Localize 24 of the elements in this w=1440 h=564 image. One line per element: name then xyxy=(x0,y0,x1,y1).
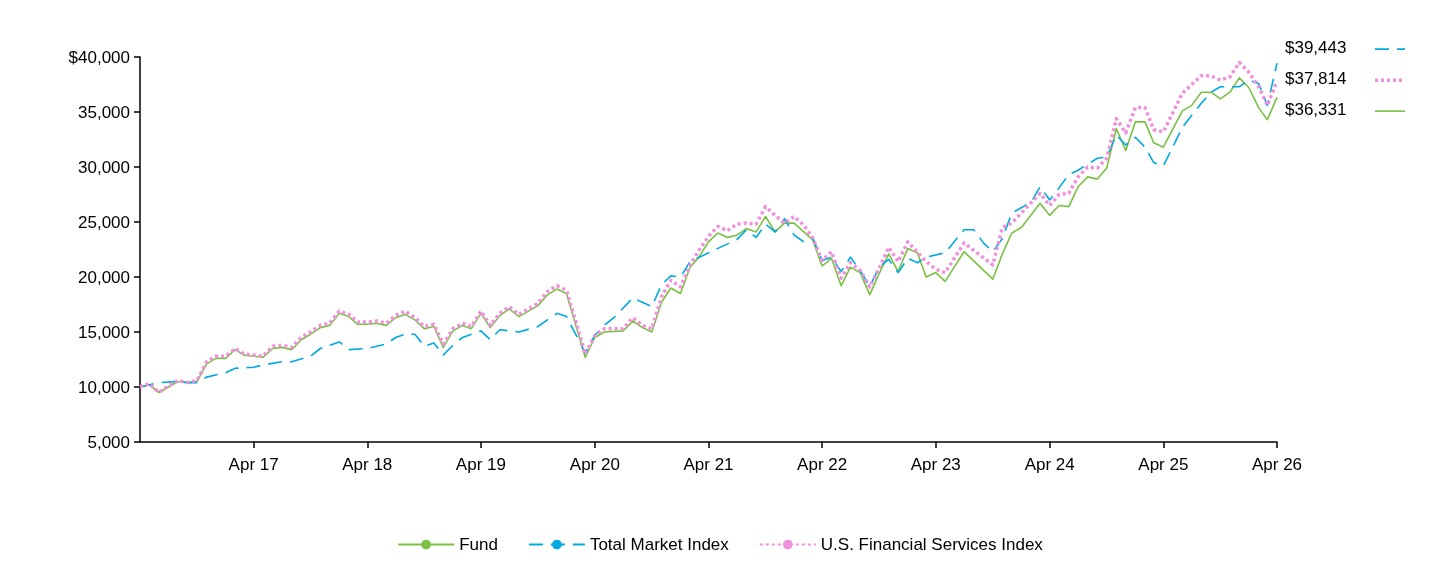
legend-label: Total Market Index xyxy=(589,535,730,554)
y-tick-label: 10,000 xyxy=(78,377,130,397)
y-tick-label: 15,000 xyxy=(78,322,130,342)
x-tick-label: Apr 26 xyxy=(1251,455,1303,474)
y-tick-label: 30,000 xyxy=(78,157,130,177)
legend-label: U.S. Financial Services Index xyxy=(820,535,1044,554)
annotation: $37,814 xyxy=(1285,69,1347,89)
x-tick-label: Apr 23 xyxy=(910,455,961,474)
y-tick-label: 5,000 xyxy=(87,432,130,452)
x-tick-label: Apr 22 xyxy=(797,455,848,474)
x-tick-label: Apr 21 xyxy=(683,455,734,474)
y-tick-label: 20,000 xyxy=(78,267,130,287)
annotation: $39,443 xyxy=(1285,38,1347,58)
x-tick-label: Apr 20 xyxy=(569,455,620,474)
y-tick-label: $40,000 xyxy=(68,47,130,67)
x-tick-label: Apr 17 xyxy=(228,455,279,474)
y-tick-label: 35,000 xyxy=(78,102,130,122)
y-tick-label: 25,000 xyxy=(78,212,130,232)
x-tick-label: Apr 19 xyxy=(455,455,506,474)
x-tick-label: Apr 24 xyxy=(1024,455,1075,474)
x-tick-label: Apr 25 xyxy=(1138,455,1189,474)
x-tick-label: Apr 18 xyxy=(342,455,393,474)
legend-label: Fund xyxy=(459,535,498,554)
annotation: $36,331 xyxy=(1285,100,1347,120)
